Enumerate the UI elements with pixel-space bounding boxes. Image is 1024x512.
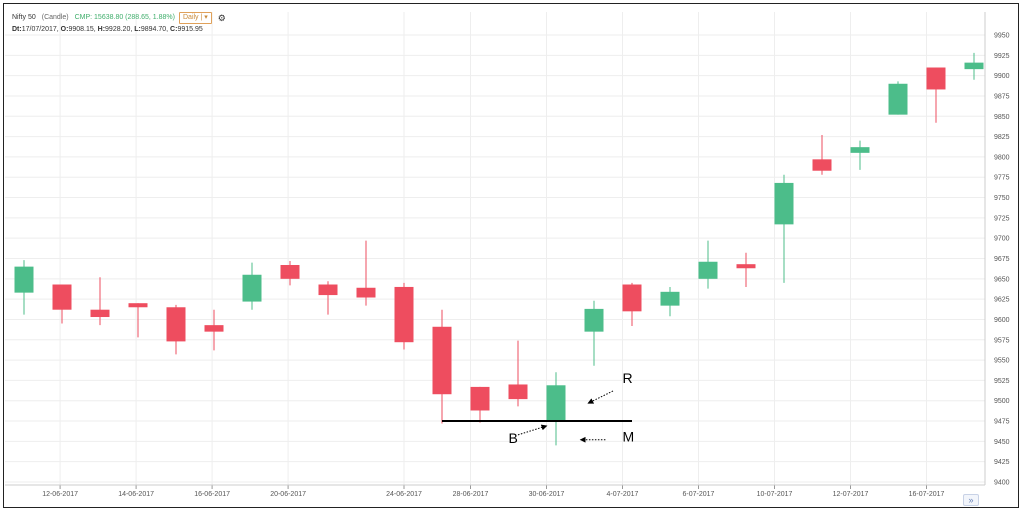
- candle-body: [432, 326, 452, 395]
- candle-body: [546, 385, 566, 422]
- y-tick-label: 9625: [994, 297, 1010, 304]
- y-tick-label: 9500: [994, 398, 1010, 405]
- chart-type-label: (Candle): [41, 14, 69, 21]
- x-tick-label: 10-07-2017: [757, 491, 793, 498]
- candle-body: [14, 266, 34, 293]
- x-tick-label: 16-07-2017: [909, 491, 945, 498]
- annotation-label: R: [623, 370, 633, 386]
- candle-body: [204, 325, 224, 332]
- header-row-ohlc: Dt: 17/07/2017, O: 9908.15, H: 9928.20, …: [12, 24, 226, 36]
- y-tick-label: 9475: [994, 419, 1010, 426]
- y-tick-label: 9825: [994, 134, 1010, 141]
- y-tick-label: 9550: [994, 358, 1010, 365]
- annotation-arrow: [587, 390, 614, 404]
- y-tick-label: 9575: [994, 337, 1010, 344]
- annotation-label: B: [509, 430, 518, 446]
- x-tick-label: 14-06-2017: [118, 491, 154, 498]
- candle-body: [356, 287, 376, 298]
- candle-body: [774, 182, 794, 225]
- ohlc-date: 17/07/2017: [21, 26, 57, 33]
- ohlc-close-label: C:: [170, 26, 178, 33]
- y-tick-label: 9400: [994, 480, 1010, 487]
- x-tick-label: 16-06-2017: [194, 491, 230, 498]
- candle-body: [584, 308, 604, 332]
- x-tick-label: 20-06-2017: [270, 491, 306, 498]
- chevron-down-icon: ▾: [204, 14, 208, 21]
- y-tick-label: 9925: [994, 53, 1010, 60]
- chart-header: Nifty 50 (Candle) CMP: 15638.80 (288.65,…: [12, 12, 226, 36]
- y-tick-label: 9700: [994, 236, 1010, 243]
- candle-body: [888, 83, 908, 115]
- candle-body: [622, 284, 642, 312]
- candle-body: [242, 274, 262, 302]
- ohlc-close: 9915.95: [177, 26, 203, 33]
- ohlc-low-label: L:: [134, 26, 141, 33]
- x-tick-label: 28-06-2017: [453, 491, 489, 498]
- annotation-label: M: [623, 428, 635, 444]
- gear-icon[interactable]: ⚙: [217, 13, 226, 23]
- annotation-arrow: [517, 424, 548, 436]
- candle-body: [698, 261, 718, 279]
- ohlc-high-label: H:: [97, 26, 106, 33]
- ohlc-low: 9894.70: [140, 26, 167, 33]
- candle-body: [850, 147, 870, 153]
- y-tick-label: 9900: [994, 73, 1010, 80]
- y-tick-label: 9850: [994, 114, 1010, 121]
- candle-body: [128, 303, 148, 308]
- x-tick-label: 12-06-2017: [42, 491, 78, 498]
- candle-body: [52, 284, 72, 310]
- y-tick-label: 9950: [994, 33, 1010, 40]
- y-tick-label: 9875: [994, 93, 1010, 100]
- candle-body: [926, 67, 946, 90]
- x-tick-label: 30-06-2017: [529, 491, 565, 498]
- y-tick-label: 9750: [994, 195, 1010, 202]
- double-chevron-right-icon[interactable]: »: [963, 494, 979, 506]
- x-tick-label: 24-06-2017: [386, 491, 422, 498]
- candle-body: [508, 384, 528, 400]
- ohlc-open-label: O:: [60, 26, 69, 33]
- candle-body: [280, 265, 300, 279]
- y-tick-label: 9675: [994, 256, 1010, 263]
- candle-body: [660, 291, 680, 306]
- y-tick-label: 9800: [994, 154, 1010, 161]
- interval-label: Daily |: [183, 14, 203, 21]
- y-tick-label: 9450: [994, 439, 1010, 446]
- chart-frame: [3, 3, 1019, 508]
- ohlc-high: 9928.20: [105, 26, 131, 33]
- candle-body: [736, 264, 756, 269]
- y-tick-label: 9525: [994, 378, 1010, 385]
- x-tick-label: 6-07-2017: [683, 491, 715, 498]
- candle-body: [812, 159, 832, 171]
- header-row-symbol: Nifty 50 (Candle) CMP: 15638.80 (288.65,…: [12, 12, 226, 24]
- interval-dropdown[interactable]: Daily | ▾: [179, 12, 212, 24]
- y-tick-label: 9600: [994, 317, 1010, 324]
- candle-body: [90, 309, 110, 318]
- candle-body: [394, 286, 414, 343]
- symbol-name: Nifty 50: [12, 14, 36, 21]
- x-tick-label: 12-07-2017: [833, 491, 869, 498]
- y-tick-label: 9725: [994, 215, 1010, 222]
- candle-body: [318, 284, 338, 296]
- candle-body: [166, 307, 186, 342]
- candle-body: [964, 62, 984, 70]
- y-tick-label: 9775: [994, 175, 1010, 182]
- x-tick-label: 4-07-2017: [607, 491, 639, 498]
- ohlc-open: 9908.15: [68, 26, 94, 33]
- y-tick-label: 9650: [994, 276, 1010, 283]
- ohlc-date-label: Dt:: [12, 26, 22, 33]
- current-price: CMP: 15638.80 (288.65, 1.88%): [74, 14, 175, 21]
- candle-body: [470, 386, 490, 411]
- y-tick-label: 9425: [994, 459, 1010, 466]
